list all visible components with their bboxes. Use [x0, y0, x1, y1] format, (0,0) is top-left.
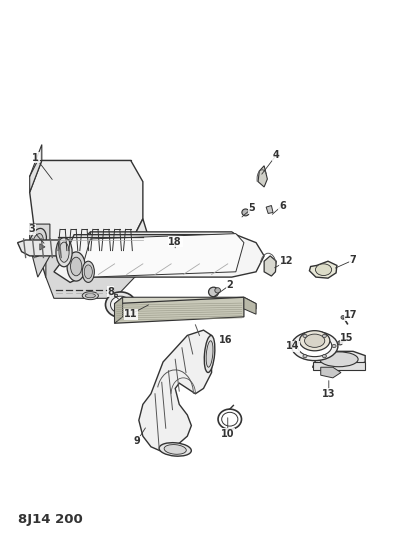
Ellipse shape: [82, 292, 98, 300]
Polygon shape: [111, 294, 116, 296]
Polygon shape: [266, 206, 273, 214]
Ellipse shape: [332, 344, 336, 348]
Text: 14: 14: [286, 341, 299, 351]
Ellipse shape: [82, 261, 94, 282]
Polygon shape: [264, 256, 276, 276]
Polygon shape: [313, 362, 365, 370]
Ellipse shape: [56, 238, 72, 266]
Polygon shape: [82, 232, 244, 251]
Polygon shape: [82, 251, 244, 277]
Ellipse shape: [84, 265, 92, 279]
Polygon shape: [30, 160, 143, 251]
Polygon shape: [321, 367, 341, 378]
Polygon shape: [40, 244, 45, 250]
Ellipse shape: [291, 332, 338, 361]
Ellipse shape: [300, 330, 330, 351]
Ellipse shape: [159, 443, 191, 456]
Ellipse shape: [70, 257, 82, 276]
Ellipse shape: [85, 294, 95, 298]
Polygon shape: [90, 232, 244, 240]
Ellipse shape: [29, 229, 46, 257]
Polygon shape: [82, 233, 244, 277]
Text: 16: 16: [219, 335, 232, 345]
Text: 11: 11: [124, 309, 138, 319]
Ellipse shape: [303, 354, 307, 358]
Polygon shape: [244, 297, 256, 314]
Ellipse shape: [293, 344, 297, 348]
Ellipse shape: [105, 292, 136, 317]
Text: 12: 12: [280, 256, 293, 266]
Text: 5: 5: [249, 203, 255, 213]
Ellipse shape: [206, 341, 213, 367]
Polygon shape: [258, 166, 267, 187]
Text: 7: 7: [350, 255, 357, 265]
Text: 4: 4: [273, 150, 280, 160]
Ellipse shape: [304, 334, 325, 348]
Text: 3: 3: [28, 224, 35, 235]
Polygon shape: [38, 219, 151, 277]
Ellipse shape: [298, 335, 332, 357]
Text: 9: 9: [133, 437, 140, 447]
Polygon shape: [309, 261, 337, 278]
Text: 18: 18: [168, 237, 182, 247]
Ellipse shape: [67, 252, 85, 281]
Ellipse shape: [320, 352, 358, 367]
Ellipse shape: [59, 242, 69, 262]
Polygon shape: [313, 351, 365, 370]
Ellipse shape: [242, 209, 249, 216]
Ellipse shape: [215, 288, 221, 293]
Text: 15: 15: [340, 333, 354, 343]
Ellipse shape: [322, 354, 326, 358]
Polygon shape: [115, 297, 123, 323]
Text: 2: 2: [226, 280, 233, 290]
Polygon shape: [82, 232, 90, 261]
Ellipse shape: [111, 296, 131, 313]
Polygon shape: [18, 240, 70, 256]
Ellipse shape: [204, 335, 215, 373]
Text: 6: 6: [279, 200, 286, 211]
Ellipse shape: [315, 264, 332, 276]
Text: 13: 13: [322, 389, 335, 399]
Ellipse shape: [32, 233, 43, 252]
Text: 8: 8: [107, 287, 114, 297]
Polygon shape: [139, 330, 212, 452]
Ellipse shape: [341, 316, 345, 319]
Ellipse shape: [164, 445, 186, 454]
Polygon shape: [30, 144, 42, 192]
Polygon shape: [115, 297, 256, 309]
Text: 10: 10: [221, 429, 234, 439]
Ellipse shape: [322, 334, 326, 337]
Polygon shape: [54, 235, 264, 282]
Text: 17: 17: [344, 310, 358, 320]
Ellipse shape: [303, 334, 307, 337]
Ellipse shape: [338, 341, 343, 345]
Text: 8J14 200: 8J14 200: [18, 513, 82, 526]
Polygon shape: [115, 297, 244, 323]
Polygon shape: [46, 251, 135, 298]
Text: 1: 1: [33, 153, 39, 163]
Polygon shape: [30, 224, 50, 277]
Ellipse shape: [208, 287, 219, 297]
